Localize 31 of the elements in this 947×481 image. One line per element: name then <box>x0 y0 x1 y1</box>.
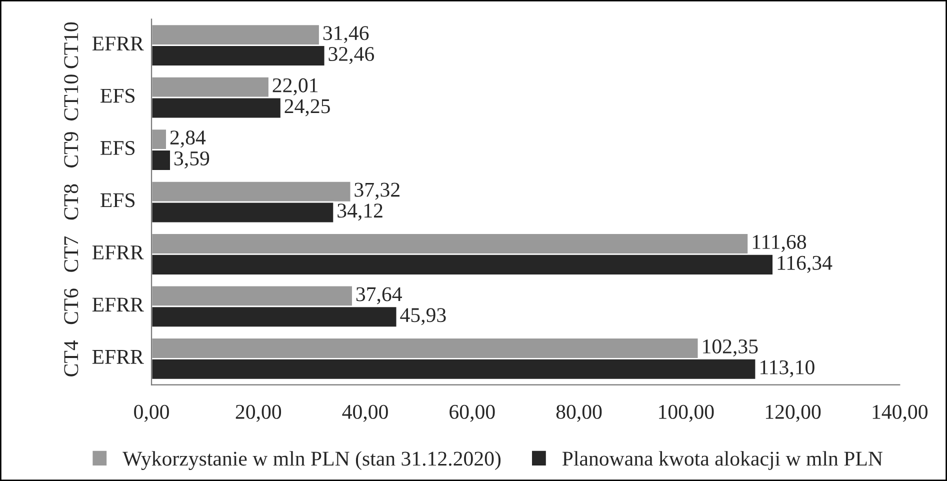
data-label: 24,25 <box>284 99 330 116</box>
data-label: 116,34 <box>778 256 832 273</box>
legend-label: Wykorzystanie w mln PLN (stan 31.12.2020) <box>122 451 501 470</box>
y-tick-label: CT9 EFS <box>64 132 135 168</box>
data-label: 34,12 <box>338 204 382 221</box>
x-tick-label: 80,00 <box>556 404 602 422</box>
legend-label: Planowana kwota alokacji w mln PLN <box>562 451 882 470</box>
data-label: 37,32 <box>354 182 400 200</box>
data-label: 2,84 <box>170 130 206 148</box>
y-tick-label: CT10 EFRR <box>64 22 144 68</box>
data-label: 45,93 <box>400 308 446 326</box>
data-label: 37,64 <box>356 287 402 304</box>
data-label: 31,46 <box>323 26 369 44</box>
x-tick-label: 100,00 <box>659 404 714 422</box>
data-label: 22,01 <box>272 78 318 96</box>
data-label: 111,68 <box>752 234 806 252</box>
x-tick-label: 40,00 <box>342 404 388 422</box>
y-tick-label: CT4 EFRR <box>64 340 144 376</box>
y-tick-label: CT10 EFS <box>64 74 135 120</box>
x-tick-label: 140,00 <box>872 404 928 422</box>
x-tick-label: 20,00 <box>236 404 282 422</box>
y-tick-label: CT7 EFRR <box>64 236 144 272</box>
x-tick-label: 0,00 <box>134 404 169 422</box>
x-tick-label: 60,00 <box>450 404 495 422</box>
y-tick-label: CT6 EFRR <box>64 288 144 324</box>
data-label: 3,59 <box>174 151 210 168</box>
x-tick-label: 120,00 <box>766 404 821 422</box>
data-label: 113,10 <box>760 360 814 378</box>
data-label: 32,46 <box>328 47 374 64</box>
data-label: 102,35 <box>703 339 758 356</box>
y-tick-label: CT8 EFS <box>64 184 135 220</box>
